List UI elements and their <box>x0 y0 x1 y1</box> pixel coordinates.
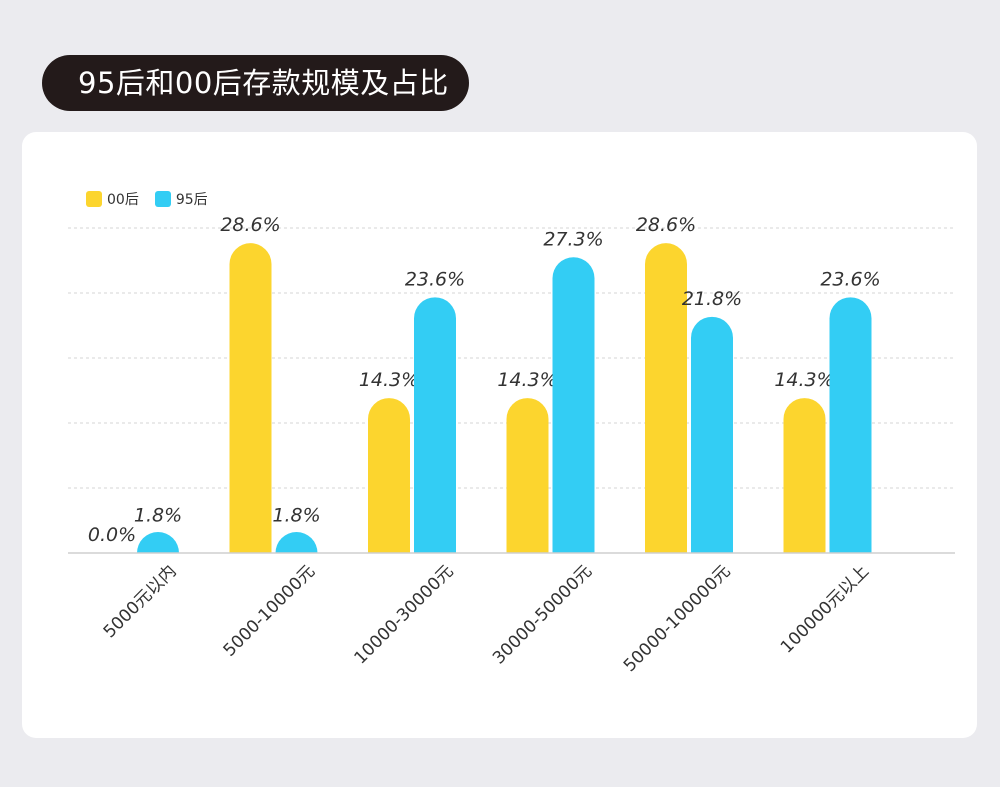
value-label-00: 28.6% <box>636 214 696 236</box>
bar-95 <box>275 532 318 553</box>
legend-swatch-95 <box>154 191 171 207</box>
legend-swatch-00 <box>86 191 102 207</box>
bar-95 <box>552 257 595 553</box>
category-label: 5000元以内 <box>100 561 181 642</box>
category-label: 30000-50000元 <box>489 561 596 668</box>
legend: 00后 95后 <box>86 189 224 209</box>
bar-00 <box>229 243 272 553</box>
value-label-95: 23.6% <box>405 268 465 290</box>
category-label: 100000元以上 <box>777 561 873 657</box>
bar-95 <box>829 297 872 553</box>
value-label-95: 1.8% <box>272 505 320 527</box>
bar-95 <box>691 316 733 553</box>
legend-item-95: 95后 <box>154 189 208 209</box>
bar-00 <box>783 398 826 553</box>
bar-95 <box>414 297 456 553</box>
bar-00 <box>368 398 410 553</box>
value-label-00: 28.6% <box>220 214 280 236</box>
value-label-95: 21.8% <box>682 288 742 310</box>
value-label-00: 14.3% <box>774 369 834 391</box>
value-label-95: 1.8% <box>134 505 182 527</box>
category-label: 50000-100000元 <box>620 561 735 676</box>
legend-label-00: 00后 <box>107 192 139 208</box>
bar-95 <box>137 532 179 553</box>
value-label-00: 14.3% <box>359 369 419 391</box>
category-label: 5000-10000元 <box>220 561 319 660</box>
legend-label-95: 95后 <box>175 192 208 208</box>
value-label-95: 27.3% <box>543 228 603 250</box>
bar-00 <box>506 398 549 553</box>
value-label-95: 23.6% <box>820 268 880 290</box>
legend-item-00: 00后 <box>86 189 139 209</box>
category-label: 10000-30000元 <box>351 561 458 668</box>
bar-00 <box>645 243 687 553</box>
value-label-00: 0.0% <box>88 524 136 546</box>
chart-title: 95后和00后存款规模及占比 <box>42 55 469 111</box>
value-label-00: 14.3% <box>497 369 557 391</box>
